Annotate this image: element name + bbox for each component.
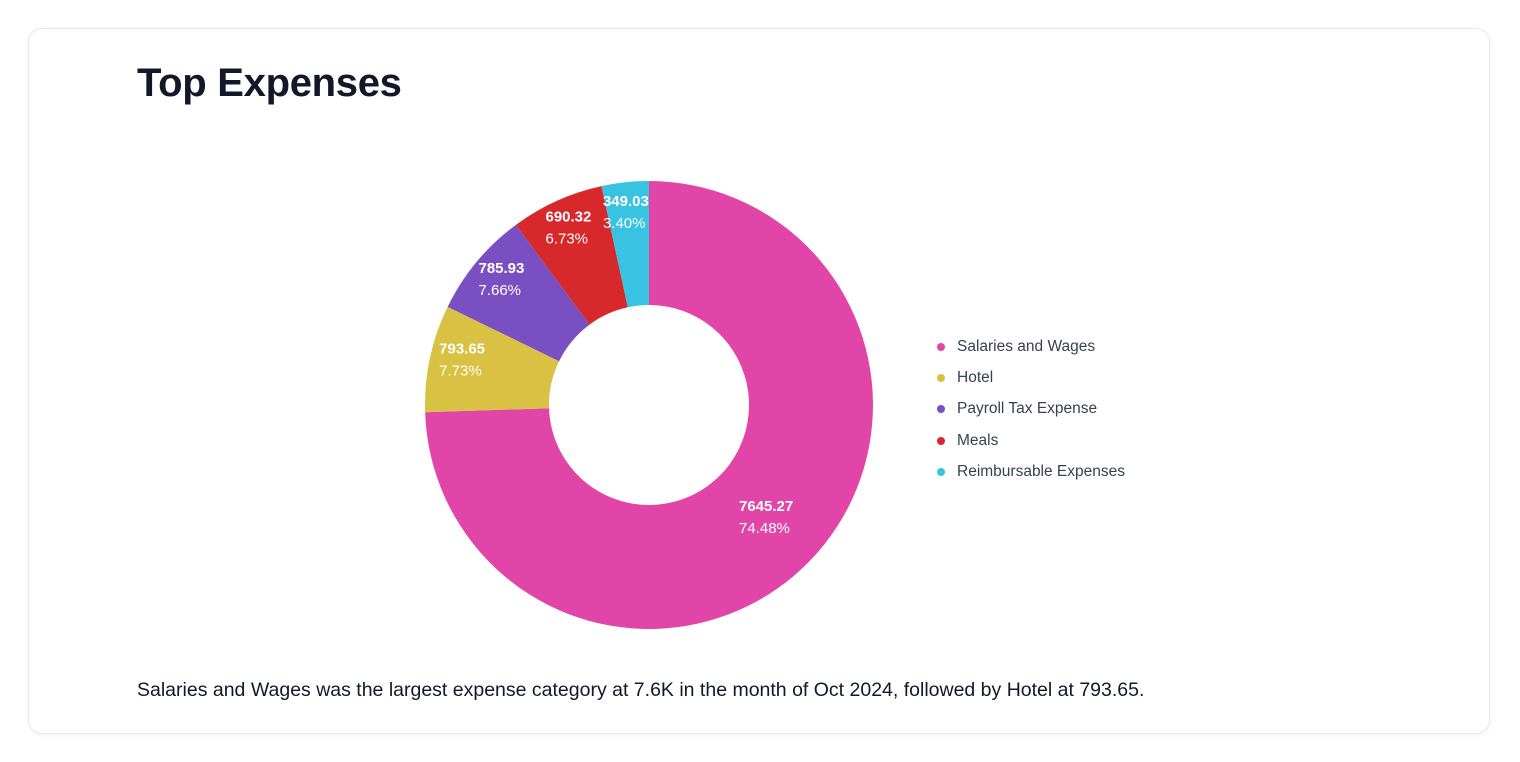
slice-percent-label: 6.73% xyxy=(545,231,588,248)
slice-salaries-and-wages[interactable] xyxy=(425,181,873,629)
slice-value-label: 785.93 xyxy=(478,260,524,277)
card-title: Top Expenses xyxy=(137,61,402,105)
legend-label: Salaries and Wages xyxy=(957,337,1096,355)
legend-dot-icon xyxy=(937,373,945,382)
slice-meals[interactable] xyxy=(515,186,628,325)
labels-layer: 7645.27 74.48% 793.65 7.73% 785.93 7.66% 690.3… xyxy=(439,193,793,537)
donut-chart: 7645.27 74.48% 793.65 7.73% 785.93 7.66% 690.3… xyxy=(425,181,873,629)
slice-payroll-tax-expense[interactable] xyxy=(447,224,590,362)
top-expenses-card: Top Expenses 7645.27 74.48% 793.65 7.73% 785… xyxy=(28,28,1490,734)
legend-dot-icon xyxy=(937,342,945,351)
chart-summary: Salaries and Wages was the largest expen… xyxy=(137,679,1145,701)
legend-item-meals[interactable]: Meals xyxy=(937,425,1125,456)
slice-value-label: 793.65 xyxy=(439,341,485,358)
slice-percent-label: 74.48% xyxy=(739,520,790,537)
slice-value-label: 7645.27 xyxy=(739,498,793,515)
slices-layer xyxy=(425,181,873,629)
legend-item-reimbursable-expenses[interactable]: Reimbursable Expenses xyxy=(937,456,1125,487)
legend-dot-icon xyxy=(937,467,945,476)
slice-percent-label: 3.40% xyxy=(603,215,646,232)
legend-item-hotel[interactable]: Hotel xyxy=(937,362,1125,393)
legend-label: Reimbursable Expenses xyxy=(957,462,1126,480)
slice-hotel[interactable] xyxy=(425,306,560,413)
slice-reimbursable-expenses[interactable] xyxy=(601,181,649,308)
slice-value-label: 690.32 xyxy=(545,209,591,226)
legend-dot-icon xyxy=(937,436,945,445)
legend-dot-icon xyxy=(937,405,945,414)
legend-label: Payroll Tax Expense xyxy=(957,400,1098,418)
legend-label: Meals xyxy=(957,431,999,449)
chart-legend: Salaries and Wages Hotel Payroll Tax Expen… xyxy=(937,331,1125,487)
legend-item-payroll-tax-expense[interactable]: Payroll Tax Expense xyxy=(937,394,1125,425)
slice-value-label: 349.03 xyxy=(603,193,649,210)
legend-item-salaries-and-wages[interactable]: Salaries and Wages xyxy=(937,331,1125,362)
slice-percent-label: 7.66% xyxy=(478,282,521,299)
slice-percent-label: 7.73% xyxy=(439,363,482,380)
legend-label: Hotel xyxy=(957,368,994,386)
